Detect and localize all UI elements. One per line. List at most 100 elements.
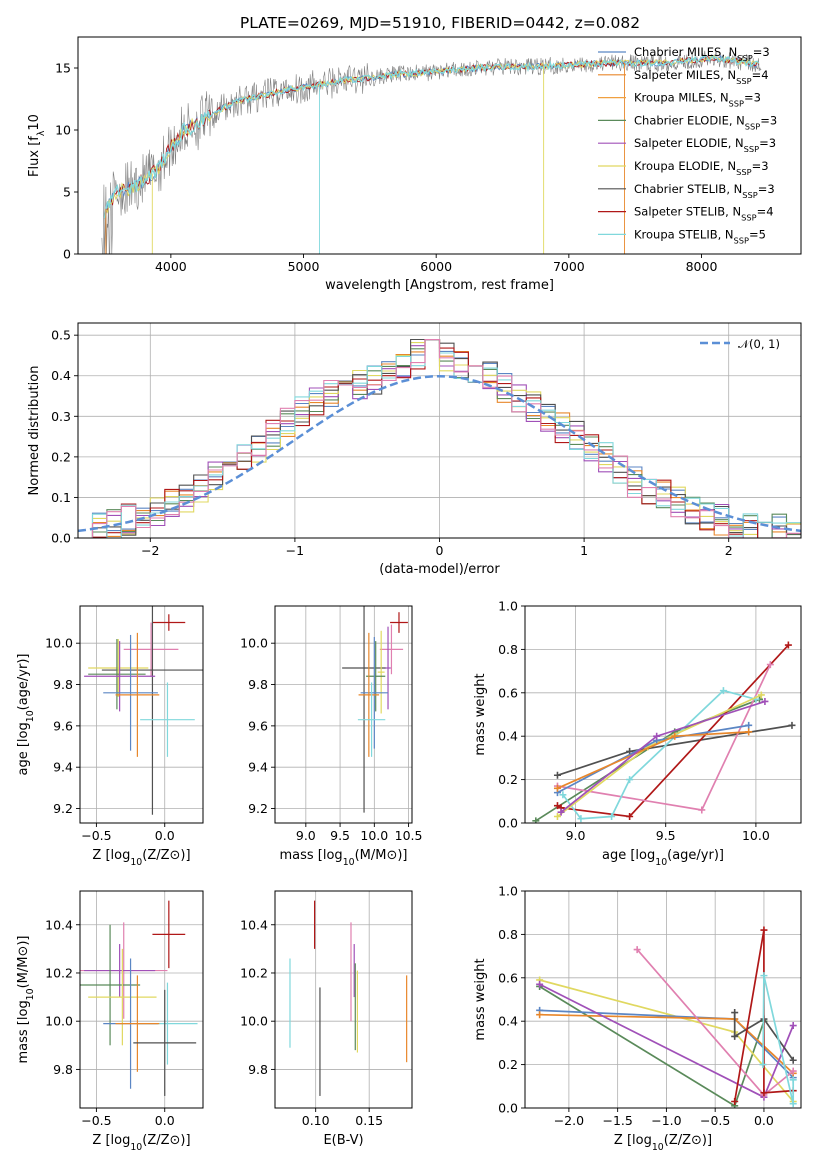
x-tick-label: −0.5 bbox=[81, 828, 111, 843]
x-tick-label: 2 bbox=[725, 543, 733, 558]
model-spectrum-line bbox=[103, 55, 760, 219]
weight-series-line bbox=[557, 664, 772, 811]
x-tick-label: −1.0 bbox=[651, 1113, 681, 1128]
weight-point-marker bbox=[761, 697, 769, 705]
y-tick-label: 0.6 bbox=[498, 970, 518, 985]
mass-vs-EBV-panel: 0.10 0.15 9.8 10.0 10.2 10.4 E(B-V) bbox=[240, 890, 413, 1148]
y-tick-label: 0.4 bbox=[51, 368, 71, 383]
weight-point-marker bbox=[608, 812, 616, 820]
weight-point-marker bbox=[577, 815, 585, 823]
y-tick-label: 0.2 bbox=[498, 772, 518, 787]
y-axis-label: Normed distribution bbox=[27, 366, 42, 496]
residual-histogram bbox=[78, 339, 801, 538]
legend-entry: Salpeter ELODIE, NSSP=3 bbox=[634, 136, 776, 154]
weight-point-marker bbox=[557, 808, 565, 816]
y-tick-label: 0.0 bbox=[498, 1101, 518, 1116]
spectrum-frame bbox=[77, 36, 802, 255]
x-tick-label: 1 bbox=[580, 543, 588, 558]
y-tick-label: 9.4 bbox=[53, 760, 73, 775]
residuals-plot-area bbox=[78, 323, 801, 538]
y-tick-label: 5 bbox=[63, 185, 71, 200]
y-tick-label: 0.5 bbox=[51, 328, 71, 343]
y-axis-label: mass [log10(M/M⊙)] bbox=[16, 935, 36, 1063]
weight-vs-Z-frame bbox=[524, 890, 802, 1109]
y-tick-label: 9.6 bbox=[248, 718, 268, 733]
x-tick-label: 0 bbox=[436, 543, 444, 558]
weight-point-marker bbox=[653, 732, 661, 740]
weight-point-marker bbox=[626, 747, 634, 755]
weight-point-marker bbox=[553, 784, 561, 792]
y-tick-label: 10.0 bbox=[240, 1014, 268, 1029]
y-tick-label: 10.2 bbox=[240, 965, 268, 980]
y-tick-label: 0.6 bbox=[498, 685, 518, 700]
x-tick-label: −1 bbox=[286, 543, 304, 558]
y-tick-label: 10 bbox=[55, 123, 71, 138]
weight-point-marker bbox=[536, 1011, 544, 1019]
weight-point-marker bbox=[759, 1061, 767, 1069]
x-axis-label: (data-model)/error bbox=[379, 562, 500, 577]
y-tick-label: 0.2 bbox=[51, 449, 71, 464]
mass-vs-EBV-frame bbox=[274, 890, 413, 1109]
weight-vs-Z-panel: −2.0 −1.5 −1.0 −0.5 0.0 0.0 0.2 0.4 0.6 0.8 1.0 Z [… bbox=[473, 884, 802, 1153]
legend-entry: Salpeter MILES, NSSP=4 bbox=[634, 68, 769, 86]
y-tick-label: 0.4 bbox=[498, 1014, 518, 1029]
legend-entry: Kroupa STELIB, NSSP=5 bbox=[634, 227, 766, 245]
y-axis-label: mass weight bbox=[473, 958, 488, 1040]
x-tick-label: −1.5 bbox=[602, 1113, 632, 1128]
weight-point-marker bbox=[760, 972, 768, 980]
y-tick-label: 9.8 bbox=[248, 677, 268, 692]
weight-point-marker bbox=[671, 732, 679, 740]
y-tick-label: 9.2 bbox=[248, 801, 268, 816]
x-axis-label: Z [log10(Z/Z⊙)] bbox=[614, 1133, 712, 1153]
weight-point-marker bbox=[731, 1097, 739, 1105]
y-axis-label: mass weight bbox=[473, 673, 488, 755]
y-tick-label: 0 bbox=[63, 247, 71, 262]
spectrum-panel: 4000 5000 6000 7000 8000 0 5 10 15 wavelength [An… bbox=[27, 36, 802, 293]
weight-point-marker bbox=[553, 812, 561, 820]
age-vs-mass-frame bbox=[274, 605, 413, 824]
legend-entry: Salpeter STELIB, NSSP=4 bbox=[634, 205, 774, 223]
weight-vs-age-panel: 9.0 9.5 10.0 0.0 0.2 0.4 0.6 0.8 1.0 age [log10(a… bbox=[473, 599, 802, 868]
y-tick-label: 9.6 bbox=[53, 718, 73, 733]
weight-point-marker bbox=[789, 1100, 797, 1108]
y-tick-label: 9.4 bbox=[248, 760, 268, 775]
weight-point-marker bbox=[789, 1076, 797, 1084]
spectrum-plot-area bbox=[101, 50, 762, 254]
weight-point-marker bbox=[784, 641, 792, 649]
y-axis-label: age [log10(age/yr)] bbox=[16, 654, 36, 776]
weight-point-marker bbox=[532, 817, 540, 823]
x-tick-label: 10.0 bbox=[742, 828, 770, 843]
weight-point-marker bbox=[760, 926, 768, 934]
weight-series-line bbox=[560, 700, 766, 813]
x-tick-label: 9.5 bbox=[330, 828, 350, 843]
x-tick-label: 10.0 bbox=[360, 828, 388, 843]
weight-point-marker bbox=[719, 687, 727, 695]
weight-point-marker bbox=[633, 946, 641, 954]
x-tick-label: 7000 bbox=[553, 259, 585, 274]
weight-point-marker bbox=[553, 771, 561, 779]
figure-title: PLATE=0269, MJD=51910, FIBERID=0442, z=0… bbox=[240, 14, 640, 32]
legend-entry: Chabrier ELODIE, NSSP=3 bbox=[634, 113, 777, 131]
x-tick-label: −0.5 bbox=[700, 1113, 730, 1128]
y-tick-label: 0.8 bbox=[498, 642, 518, 657]
x-axis-label: mass [log10(M/M⊙)] bbox=[279, 848, 407, 868]
x-tick-label: 8000 bbox=[686, 259, 718, 274]
x-tick-label: 0.0 bbox=[155, 1113, 175, 1128]
weight-point-marker bbox=[789, 1067, 797, 1075]
weight-point-marker bbox=[745, 728, 753, 736]
y-tick-label: 10.4 bbox=[45, 917, 73, 932]
weight-point-marker bbox=[757, 691, 765, 699]
y-tick-label: 0.2 bbox=[498, 1057, 518, 1072]
legend-entry: Kroupa MILES, NSSP=3 bbox=[634, 91, 761, 109]
weight-point-marker bbox=[559, 791, 567, 799]
y-tick-label: 0.0 bbox=[498, 816, 518, 831]
x-tick-label: 0.10 bbox=[302, 1113, 330, 1128]
weight-point-marker bbox=[788, 721, 796, 729]
mass-vs-Z-panel: −0.5 0.0 9.8 10.0 10.2 10.4 Z [log10(Z/Z⊙)] mas… bbox=[16, 890, 204, 1153]
weight-vs-age-frame bbox=[524, 605, 802, 824]
y-tick-label: 0.4 bbox=[498, 729, 518, 744]
x-tick-label: −2 bbox=[141, 543, 159, 558]
x-tick-label: 0.0 bbox=[754, 1113, 774, 1128]
x-tick-label: 0.0 bbox=[155, 828, 175, 843]
y-axis-label: Flux [fλ10 bbox=[27, 114, 47, 177]
